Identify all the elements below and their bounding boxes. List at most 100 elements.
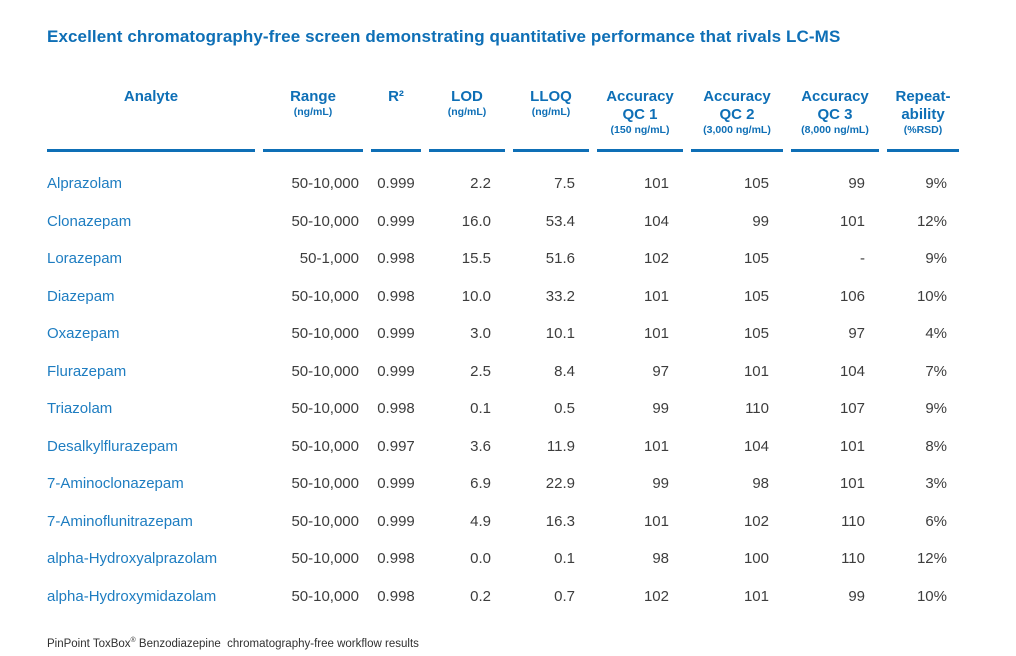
table-row: Diazepam 50-10,000 0.998 10.0 33.2 101 105 106 1… bbox=[47, 278, 959, 316]
table-row: Alprazolam 50-10,000 0.999 2.2 7.5 101 105 99 9% bbox=[47, 152, 959, 203]
value-cell: 16.0 bbox=[461, 212, 491, 230]
value-cell: 102 bbox=[643, 250, 669, 268]
results-table: Analyte Range (ng/mL) R² LOD ( bbox=[39, 88, 967, 615]
table-row: Clonazepam 50-10,000 0.999 16.0 53.4 104 99 101… bbox=[47, 203, 959, 241]
value-cell: 10.1 bbox=[545, 325, 575, 343]
value-cell: 110 bbox=[841, 550, 865, 568]
header-label: Accuracy bbox=[703, 88, 771, 105]
header-label: Analyte bbox=[123, 88, 179, 105]
value-cell: 99 bbox=[752, 212, 769, 230]
value-cell: 0.999 bbox=[377, 475, 415, 493]
table-row: Oxazepam 50-10,000 0.999 3.0 10.1 101 105 97 4% bbox=[47, 315, 959, 353]
analyte-name: Flurazepam bbox=[47, 362, 127, 380]
analyte-name: 7-Aminoflunitrazepam bbox=[47, 512, 193, 530]
analyte-name: 7-Aminoclonazepam bbox=[47, 475, 184, 493]
header-sublabel: (ng/mL) bbox=[293, 106, 333, 118]
col-header-analyte: Analyte bbox=[47, 88, 255, 152]
value-cell: 0.5 bbox=[554, 400, 575, 418]
value-cell: 33.2 bbox=[545, 287, 575, 305]
value-cell: 0.999 bbox=[377, 325, 415, 343]
value-cell: 99 bbox=[848, 587, 865, 605]
table-row: alpha-Hydroxymidazolam 50-10,000 0.998 0.2 0… bbox=[47, 578, 959, 616]
header-label: LOD bbox=[451, 88, 483, 105]
analyte-name: Triazolam bbox=[47, 400, 113, 418]
value-cell: 101 bbox=[839, 437, 865, 455]
value-cell: 101 bbox=[839, 475, 865, 493]
value-cell: 0.997 bbox=[377, 437, 415, 455]
value-cell: 106 bbox=[839, 287, 865, 305]
value-cell: 101 bbox=[643, 287, 669, 305]
value-cell: 10% bbox=[916, 587, 947, 605]
value-cell: 3% bbox=[925, 475, 947, 493]
value-cell: 53.4 bbox=[545, 212, 575, 230]
analyte-name: Desalkylflurazepam bbox=[47, 437, 178, 455]
footnote: PinPoint ToxBox® Benzodiazepine chromato… bbox=[47, 637, 419, 650]
analyte-name: Diazepam bbox=[47, 287, 115, 305]
value-cell: 7% bbox=[925, 362, 947, 380]
page-title: Excellent chromatography-free screen dem… bbox=[47, 27, 841, 46]
col-header-accuracy-qc2: Accuracy QC 2 (3,000 ng/mL) bbox=[691, 88, 783, 152]
table-row: Triazolam 50-10,000 0.998 0.1 0.5 99 110 107 9% bbox=[47, 390, 959, 428]
value-cell: 50-10,000 bbox=[291, 212, 359, 230]
value-cell: 8.4 bbox=[554, 362, 575, 380]
value-cell: 101 bbox=[643, 512, 669, 530]
value-cell: 99 bbox=[652, 475, 669, 493]
value-cell: 0.1 bbox=[554, 550, 575, 568]
header-label: QC 1 bbox=[622, 106, 658, 123]
value-cell: 50-10,000 bbox=[291, 437, 359, 455]
value-cell: 12% bbox=[916, 212, 947, 230]
value-cell: 2.2 bbox=[470, 175, 491, 193]
value-cell: 104 bbox=[839, 362, 865, 380]
value-cell: 6.9 bbox=[470, 475, 491, 493]
header-label: Accuracy bbox=[801, 88, 869, 105]
value-cell: 11.9 bbox=[546, 437, 575, 455]
value-cell: 0.7 bbox=[554, 587, 575, 605]
value-cell: 99 bbox=[848, 175, 865, 193]
col-header-accuracy-qc1: Accuracy QC 1 (150 ng/mL) bbox=[597, 88, 683, 152]
value-cell: 3.0 bbox=[470, 325, 491, 343]
brand-name: PinPoint ToxBox bbox=[47, 637, 131, 650]
col-header-lloq: LLOQ (ng/mL) bbox=[513, 88, 589, 152]
header-label: QC 3 bbox=[817, 106, 853, 123]
value-cell: 4% bbox=[925, 325, 947, 343]
value-cell: 50-10,000 bbox=[291, 362, 359, 380]
value-cell: 0.1 bbox=[470, 400, 491, 418]
value-cell: 9% bbox=[925, 400, 947, 418]
header-sublabel: (%RSD) bbox=[903, 124, 943, 136]
value-cell: 16.3 bbox=[545, 512, 575, 530]
header-row: Analyte Range (ng/mL) R² LOD ( bbox=[47, 88, 959, 152]
value-cell: 105 bbox=[743, 250, 769, 268]
value-cell: 50-10,000 bbox=[291, 175, 359, 193]
value-cell: 8% bbox=[925, 437, 947, 455]
value-cell: 3.6 bbox=[470, 437, 491, 455]
value-cell: 50-10,000 bbox=[291, 512, 359, 530]
value-cell: 50-10,000 bbox=[291, 550, 359, 568]
value-cell: 0.0 bbox=[470, 550, 491, 568]
value-cell: 51.6 bbox=[545, 250, 575, 268]
table-row: Flurazepam 50-10,000 0.999 2.5 8.4 97 101 104 7% bbox=[47, 353, 959, 391]
value-cell: 2.5 bbox=[470, 362, 491, 380]
value-cell: 0.999 bbox=[377, 212, 415, 230]
table-row: 7-Aminoclonazepam 50-10,000 0.999 6.9 22.9 99… bbox=[47, 465, 959, 503]
header-label: Accuracy bbox=[606, 88, 674, 105]
value-cell: 0.998 bbox=[377, 587, 415, 605]
header-sublabel: (150 ng/mL) bbox=[610, 124, 670, 136]
value-cell: 101 bbox=[643, 175, 669, 193]
header-label: QC 2 bbox=[719, 106, 755, 123]
value-cell: 0.998 bbox=[377, 550, 415, 568]
analyte-name: Alprazolam bbox=[47, 175, 123, 193]
table-header: Analyte Range (ng/mL) R² LOD ( bbox=[47, 88, 959, 152]
value-cell: 50-1,000 bbox=[299, 250, 359, 268]
analyte-name: alpha-Hydroxymidazolam bbox=[47, 587, 217, 605]
value-cell: 101 bbox=[839, 212, 865, 230]
col-header-r2: R² bbox=[371, 88, 421, 152]
value-cell: 101 bbox=[743, 587, 769, 605]
value-cell: 104 bbox=[743, 437, 769, 455]
col-header-lod: LOD (ng/mL) bbox=[429, 88, 505, 152]
value-cell: 101 bbox=[643, 325, 669, 343]
value-cell: 107 bbox=[839, 400, 865, 418]
table-row: Lorazepam 50-1,000 0.998 15.5 51.6 102 105 - 9% bbox=[47, 240, 959, 278]
value-cell: 105 bbox=[743, 287, 769, 305]
analyte-name: Oxazepam bbox=[47, 325, 120, 343]
value-cell: 101 bbox=[743, 362, 769, 380]
